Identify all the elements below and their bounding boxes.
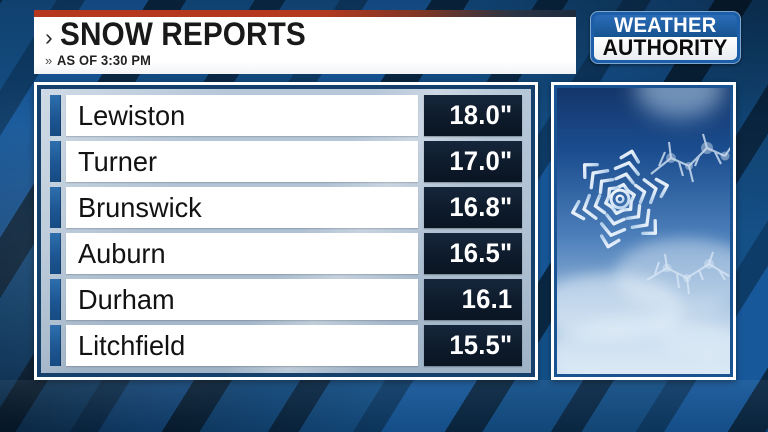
cloud-wisp [615,238,730,312]
location-label: Litchfield [78,329,186,361]
title-row: › SNOW REPORTS [45,16,324,52]
location-cell: Durham [66,279,418,320]
table-row[interactable]: Litchfield 15.5" [50,325,522,366]
snowfall-value: 16.1 [461,284,512,314]
snow-reports-panel: Lewiston 18.0" Turner 17.0" Brunswick [34,82,538,380]
accent-stripe [34,10,576,17]
snowfall-cell: 16.1 [424,279,522,320]
snowflake-photo-panel [551,82,736,380]
sky-glow [635,88,725,118]
weather-authority-logo: WEATHER AUTHORITY [590,11,741,64]
row-accent-tab [50,187,61,228]
logo-line-1: WEATHER [614,15,717,38]
frost-crystal-cluster [650,133,730,183]
snowfall-cell: 16.5" [424,233,522,274]
snowflake-photo [557,88,730,374]
row-accent-tab [50,233,61,274]
title-plate: › SNOW REPORTS » AS OF 3:30 PM [34,17,576,74]
cloud-wisp [557,274,683,340]
snowfall-cell: 16.8" [424,187,522,228]
row-accent-tab [50,325,61,366]
snowfall-cell: 17.0" [424,141,522,182]
row-accent-tab [50,141,61,182]
table-row[interactable]: Lewiston 18.0" [50,95,522,136]
logo-line-2: AUTHORITY [603,35,728,60]
chevron-right-icon: › [45,24,53,50]
row-accent-tab [50,279,61,320]
snowfall-value: 15.5" [448,330,512,360]
location-cell: Litchfield [66,325,418,366]
cloud-wisp [557,316,730,374]
timestamp-label: AS OF 3:30 PM [57,52,152,68]
photo-border [554,85,733,377]
snowfall-cell: 18.0" [424,95,522,136]
logo-top-band: WEATHER [594,15,737,37]
snowfall-value: 16.8" [448,192,512,222]
report-list: Lewiston 18.0" Turner 17.0" Brunswick [41,89,531,373]
location-cell: Auburn [66,233,418,274]
location-label: Turner [78,145,157,177]
location-cell: Brunswick [66,187,418,228]
subtitle-row: » AS OF 3:30 PM [45,52,159,68]
header-bar: › SNOW REPORTS » AS OF 3:30 PM [34,10,576,74]
snowfall-value: 16.5" [448,238,512,268]
snowflake-icon [567,145,673,253]
row-accent-tab [50,95,61,136]
snowfall-value: 18.0" [448,100,512,130]
location-cell: Turner [66,141,418,182]
snowfall-value: 17.0" [448,146,512,176]
table-row[interactable]: Turner 17.0" [50,141,522,182]
frost-crystal-cluster [646,251,730,295]
table-row[interactable]: Durham 16.1 [50,279,522,320]
double-chevron-right-icon: » [45,52,53,68]
snowfall-cell: 15.5" [424,325,522,366]
location-cell: Lewiston [66,95,418,136]
logo-inner: WEATHER AUTHORITY [594,15,737,60]
table-row[interactable]: Brunswick 16.8" [50,187,522,228]
location-label: Lewiston [78,99,186,131]
page-title: SNOW REPORTS [59,16,306,52]
panel-border: Lewiston 18.0" Turner 17.0" Brunswick [37,85,535,377]
location-label: Durham [78,283,175,315]
location-label: Auburn [78,237,166,269]
location-label: Brunswick [78,191,202,223]
logo-bottom-band: AUTHORITY [594,35,737,60]
table-row[interactable]: Auburn 16.5" [50,233,522,274]
